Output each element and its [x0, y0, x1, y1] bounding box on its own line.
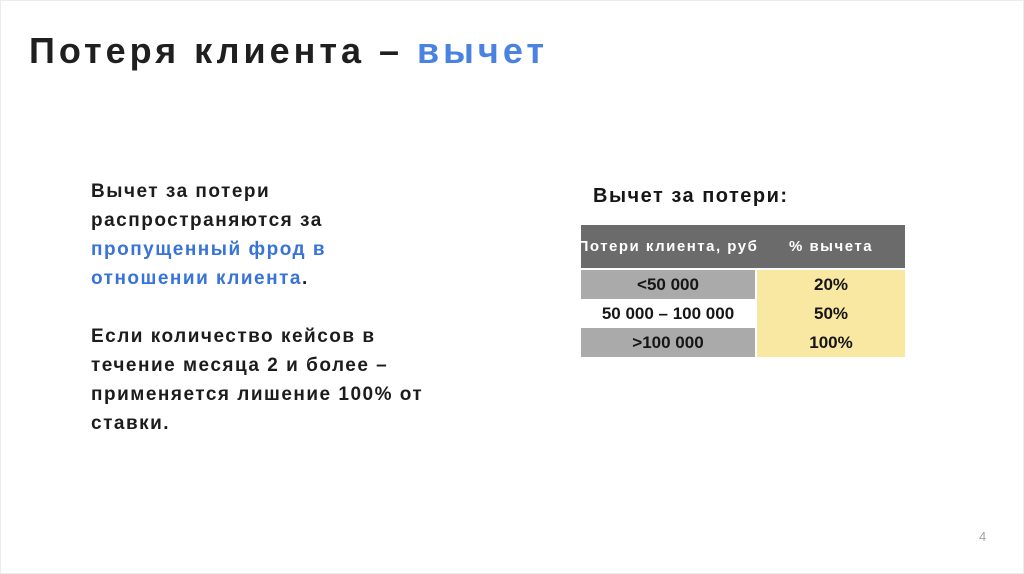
page-title: Потеря клиента – вычет [29, 31, 548, 71]
table-body: <50 000 20% 50 000 – 100 000 50% >100 00… [581, 270, 905, 357]
cell-loss-range: >100 000 [581, 328, 755, 357]
page-number: 4 [979, 529, 987, 544]
page-title-accent: вычет [417, 30, 548, 71]
body-text-block: Вычет за потери распространяются за проп… [91, 177, 433, 438]
intro-paragraph: Вычет за потери распространяются за проп… [91, 177, 433, 293]
cell-deduction-percent: 100% [757, 328, 905, 357]
intro-paragraph-normal: Вычет за потери распространяются за [91, 181, 323, 231]
deduction-table: Потери клиента, руб % вычета <50 000 20%… [577, 225, 905, 357]
intro-paragraph-period: . [301, 268, 309, 289]
cell-loss-range: 50 000 – 100 000 [581, 299, 755, 328]
page-title-main: Потеря клиента – [29, 30, 418, 71]
cell-loss-range: <50 000 [581, 270, 755, 299]
table-header-row: Потери клиента, руб % вычета [577, 225, 905, 268]
header-cell-percent: % вычета [788, 238, 874, 255]
table-caption: Вычет за потери: [593, 185, 789, 207]
cell-deduction-percent: 20% [757, 270, 905, 299]
header-cell-losses: Потери клиента, руб [577, 238, 759, 255]
intro-paragraph-accent: пропущенный фрод в отношении клиента [91, 239, 327, 289]
cell-deduction-percent: 50% [757, 299, 905, 328]
rules-paragraph: Если количество кейсов в течение месяца … [91, 326, 424, 434]
